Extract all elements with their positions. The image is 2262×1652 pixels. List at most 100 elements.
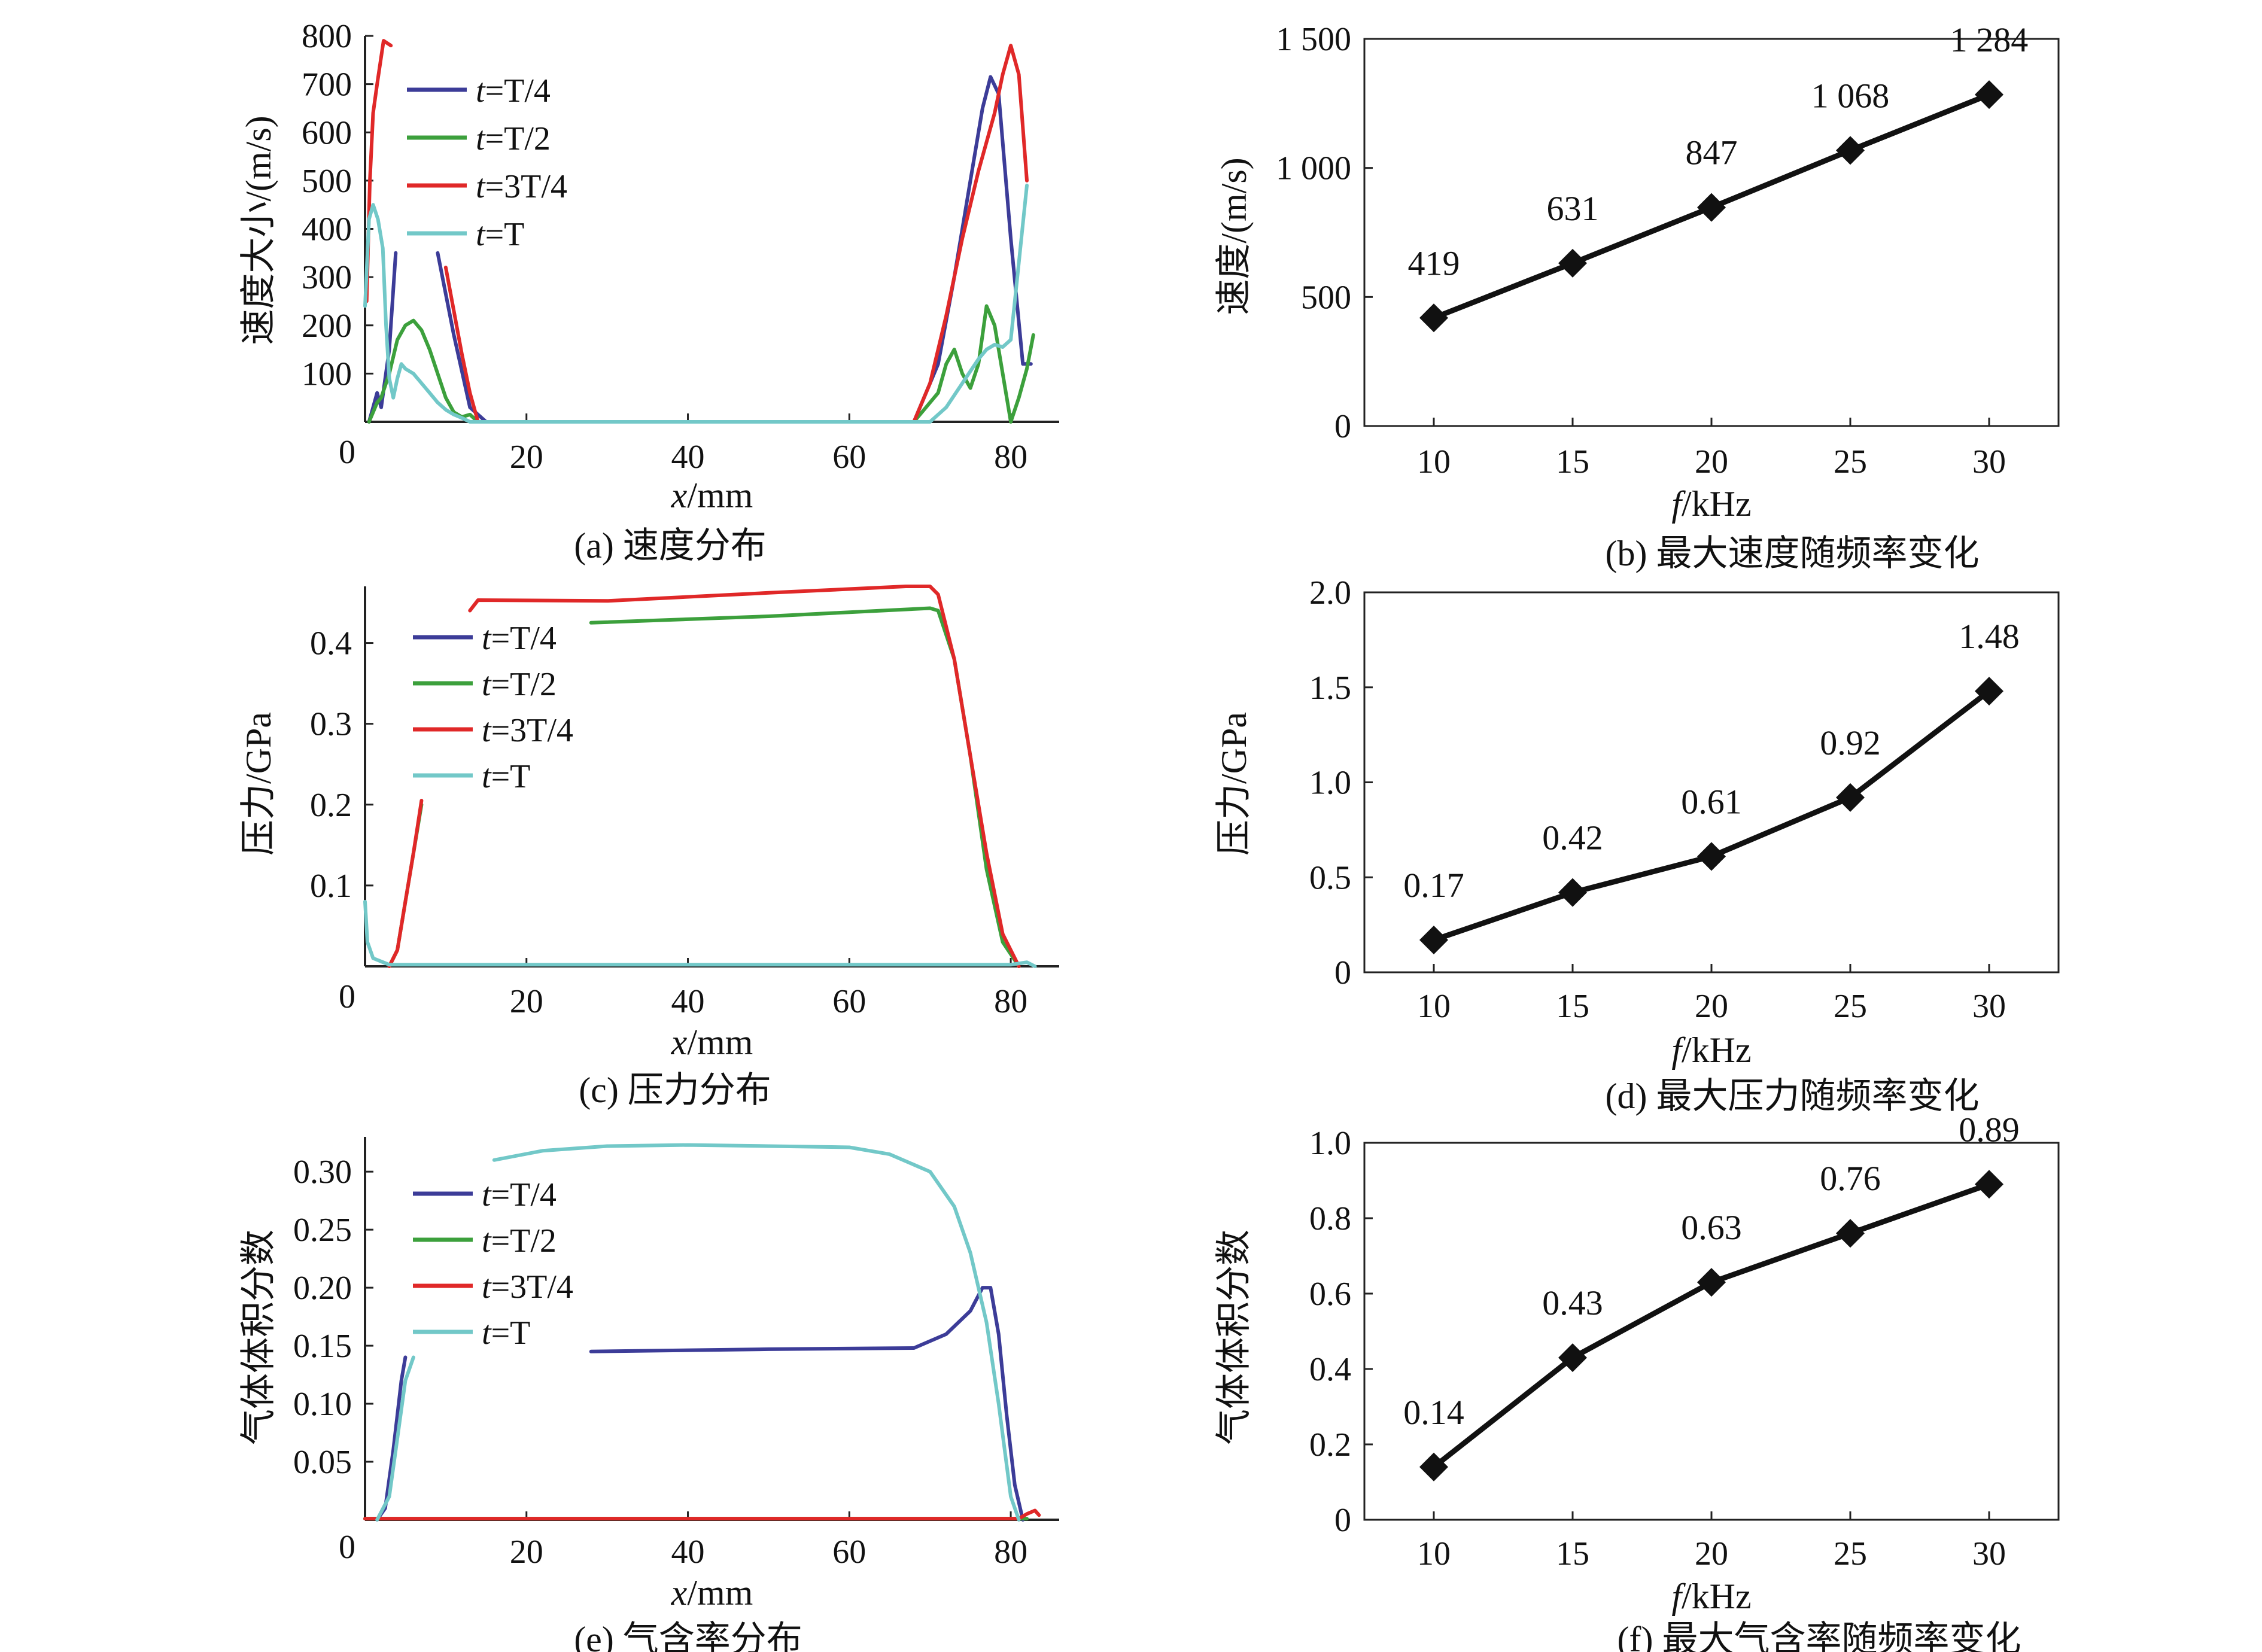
legend-label: t=T — [482, 1315, 530, 1352]
y-tick-label: 1 000 — [1276, 150, 1351, 187]
y-tick-label: 500 — [302, 163, 352, 200]
legend-var: t — [482, 758, 492, 795]
legend-eq: =3T/4 — [491, 1268, 573, 1306]
panel-b-max-velocity-vs-frequency: 速度/(m/s) (b) 最大速度随频率变化 10 15 20 25 30 0 500 1 0… — [1214, 20, 2060, 573]
legend-eq: =T — [485, 216, 525, 253]
data-point-marker — [1697, 842, 1726, 871]
x-tick-label: 60 — [832, 439, 866, 476]
data-label: 0.17 — [1403, 866, 1464, 905]
x-tick-label: 15 — [1556, 443, 1589, 480]
y-tick-label: 0.6 — [1309, 1276, 1351, 1313]
series-line-T — [363, 183, 1029, 424]
legend-eq: =T/4 — [491, 620, 557, 657]
legend-eq: =T — [491, 758, 531, 795]
y-tick-label: 0.05 — [293, 1444, 352, 1481]
y-tick-label: 600 — [302, 114, 352, 151]
series-line-3T-4 — [468, 585, 1021, 968]
y-tick-label: 0.10 — [293, 1386, 352, 1423]
y-tick-label: 2.0 — [1309, 574, 1351, 611]
xlabel-unit-c: /mm — [687, 1023, 753, 1062]
caption-d: (d) 最大压力随频率变化 — [1606, 1076, 1980, 1116]
legend-label: t=T — [482, 758, 530, 795]
ylabel-d: 压力/GPa — [1214, 712, 1254, 856]
legend-var: t — [482, 712, 492, 749]
caption-b: (b) 最大速度随频率变化 — [1606, 534, 1980, 573]
data-point-marker — [1558, 1343, 1587, 1373]
data-point-marker — [1419, 1452, 1448, 1481]
panel-d-max-pressure-vs-frequency: 压力/GPa (d) 最大压力随频率变化 10 15 20 25 30 0 0.5 1.0 1.… — [1214, 574, 2060, 1116]
legend-var: t — [482, 666, 492, 703]
y-tick-label: 1.0 — [1309, 765, 1351, 802]
ylabel-c: 压力/GPa — [239, 712, 278, 856]
xlabel-d: f/kHz — [1671, 1030, 1751, 1070]
x-tick-label: 20 — [1695, 988, 1728, 1025]
data-label: 1 284 — [1950, 20, 2029, 59]
legend-var: t — [482, 1268, 492, 1306]
x-tick-label: 20 — [510, 983, 543, 1020]
xlabel-unit-e: /mm — [687, 1573, 753, 1613]
data-point-marker — [1697, 1268, 1726, 1297]
data-point-marker — [1836, 783, 1865, 812]
data-point-marker — [1975, 1170, 2003, 1199]
legend-eq: =T/2 — [485, 120, 551, 157]
legend-label: t=3T/4 — [482, 712, 573, 749]
legend-label: t=T/4 — [482, 620, 557, 657]
data-label: 0.14 — [1403, 1393, 1464, 1432]
data-label: 0.61 — [1681, 782, 1742, 821]
xlabel-unit-d: /kHz — [1682, 1030, 1752, 1070]
x-tick-label: 30 — [1972, 443, 2006, 480]
y-tick-label: 1 500 — [1276, 21, 1351, 58]
x-tick-label: 80 — [994, 439, 1027, 476]
xlabel-c: x/mm — [671, 1023, 753, 1062]
y-tick-label: 1.5 — [1309, 670, 1351, 707]
xlabel-var-e: x — [671, 1573, 688, 1613]
y-tick-label: 200 — [302, 308, 352, 345]
series-line-3T-4 — [363, 1508, 1041, 1521]
data-point-marker — [1975, 80, 2003, 109]
y-tick-label: 0.2 — [310, 787, 352, 824]
legend-eq: =T/4 — [485, 72, 551, 109]
x-tick-label: 30 — [1972, 988, 2006, 1025]
x-tick-label: 20 — [1695, 443, 1728, 480]
data-point-marker — [1697, 193, 1726, 222]
legend-var: t — [476, 168, 486, 205]
data-point-marker — [1558, 248, 1587, 278]
x-tick-label: 60 — [832, 983, 866, 1020]
legend-var: t — [476, 72, 486, 109]
legend-var: t — [482, 1176, 492, 1213]
legend-var: t — [482, 620, 492, 657]
legend-var: t — [482, 1222, 492, 1259]
legend-var: t — [482, 1315, 492, 1352]
series-line-T — [375, 1355, 415, 1522]
legend-label: t=T — [476, 216, 524, 253]
data-point-marker — [1836, 136, 1865, 165]
xlabel-unit-b: /kHz — [1682, 484, 1752, 524]
y-tick-label: 300 — [302, 259, 352, 296]
caption-c: (c) 压力分布 — [579, 1070, 771, 1110]
data-point-marker — [1975, 677, 2003, 706]
legend-eq: =T/2 — [491, 1222, 557, 1259]
series-line-3T-4 — [387, 799, 424, 968]
caption-e: (e) 气含率分布 — [574, 1620, 802, 1652]
y-tick-label: 0.15 — [293, 1328, 352, 1365]
x-tick-label: 30 — [1972, 1535, 2006, 1572]
legend-var: t — [476, 216, 486, 253]
y-tick-label: 400 — [302, 211, 352, 248]
y-tick-label: 0.5 — [1309, 859, 1351, 896]
y-tick-label: 0.30 — [293, 1154, 352, 1191]
legend-label: t=T/2 — [482, 1222, 557, 1259]
xlabel-b: f/kHz — [1671, 484, 1751, 524]
y-tick-label: 0.4 — [310, 625, 352, 662]
data-point-marker — [1419, 303, 1448, 333]
ylabel-b: 速度/(m/s) — [1214, 157, 1254, 315]
series-line-T — [492, 1143, 1021, 1522]
legend-label: t=T/4 — [476, 72, 551, 109]
xlabel-f: f/kHz — [1671, 1577, 1751, 1616]
panel-a-velocity-distribution: 速度大小/(m/s) (a) 速度分布 20 40 60 80010020030040… — [239, 18, 1059, 565]
data-label: 419 — [1408, 244, 1460, 282]
x-tick-label: 15 — [1556, 988, 1589, 1025]
legend-eq: =3T/4 — [491, 712, 573, 749]
origin-label: 0 — [339, 434, 355, 471]
data-label: 1 068 — [1811, 76, 1890, 115]
